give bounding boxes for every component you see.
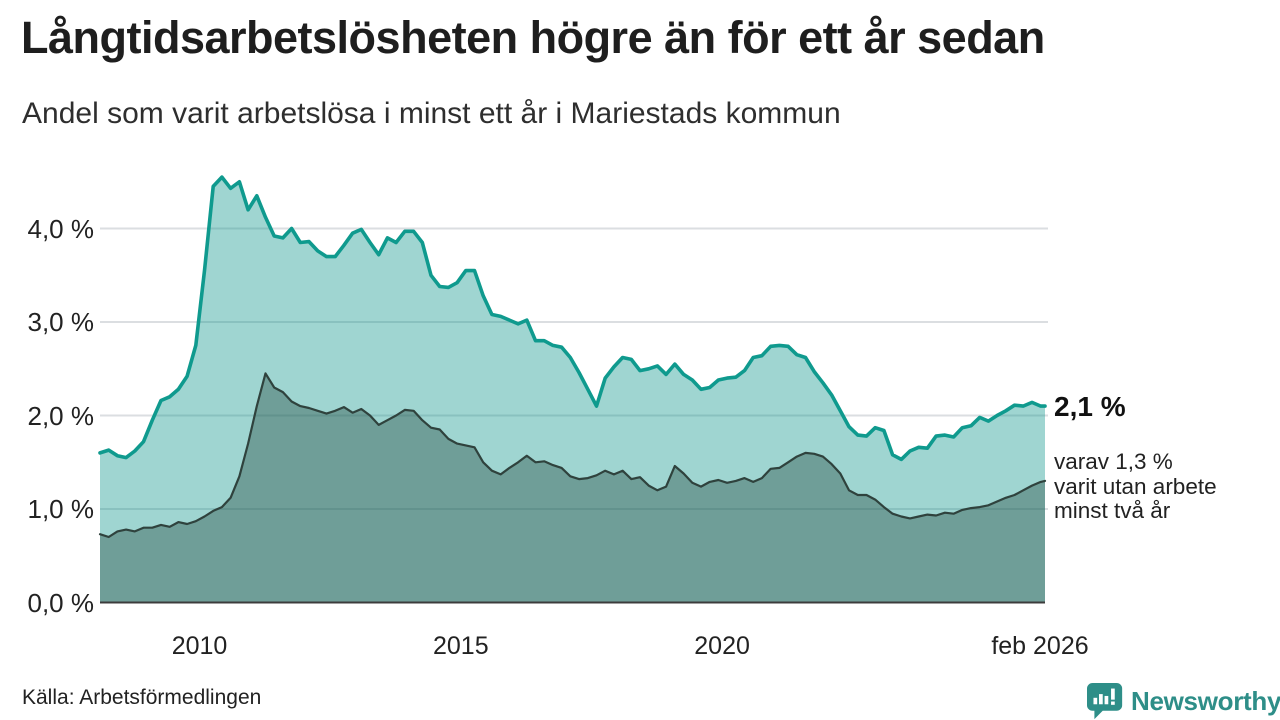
line-series-2: [98, 372, 1047, 539]
x-axis-tick-label: 2020: [694, 632, 750, 660]
newsworthy-icon: [1087, 683, 1123, 720]
x-axis-tick-label: feb 2026: [991, 632, 1089, 660]
y-axis-tick-label: 2,0 %: [27, 400, 95, 431]
x-axis-tick-label: 2015: [433, 632, 489, 660]
source-credit: Källa: Arbetsförmedlingen: [22, 686, 262, 709]
page-subtitle: Andel som varit arbetslösa i minst ett å…: [22, 97, 841, 130]
y-axis-tick-label: 0,0 %: [27, 587, 95, 618]
end-detail-label: varav 1,3 % varit utan arbete minst två …: [1054, 449, 1274, 524]
newsworthy-logo: Newsworthy: [1087, 683, 1280, 720]
line-series-1: [98, 175, 1047, 462]
x-axis-tick-label: 2010: [171, 632, 228, 660]
y-axis-tick-label: 1,0 %: [27, 494, 95, 524]
end-detail-line-3: minst två år: [1054, 498, 1171, 524]
y-axis-tick-label: 4,0 %: [27, 213, 95, 244]
end-detail-line-1: varav 1,3 %: [1054, 449, 1173, 474]
end-value-label: 2,1 %: [1054, 391, 1126, 422]
area-fill-series-1: [100, 177, 1045, 603]
area-fill-series-2: [100, 373, 1045, 603]
end-detail-line-2: varit utan arbete: [1054, 473, 1217, 499]
newsworthy-wordmark: Newsworthy: [1131, 686, 1280, 716]
y-axis-tick-label: 3,0 %: [27, 307, 95, 337]
page-title: Långtidsarbetslösheten högre än för ett …: [21, 12, 1045, 63]
